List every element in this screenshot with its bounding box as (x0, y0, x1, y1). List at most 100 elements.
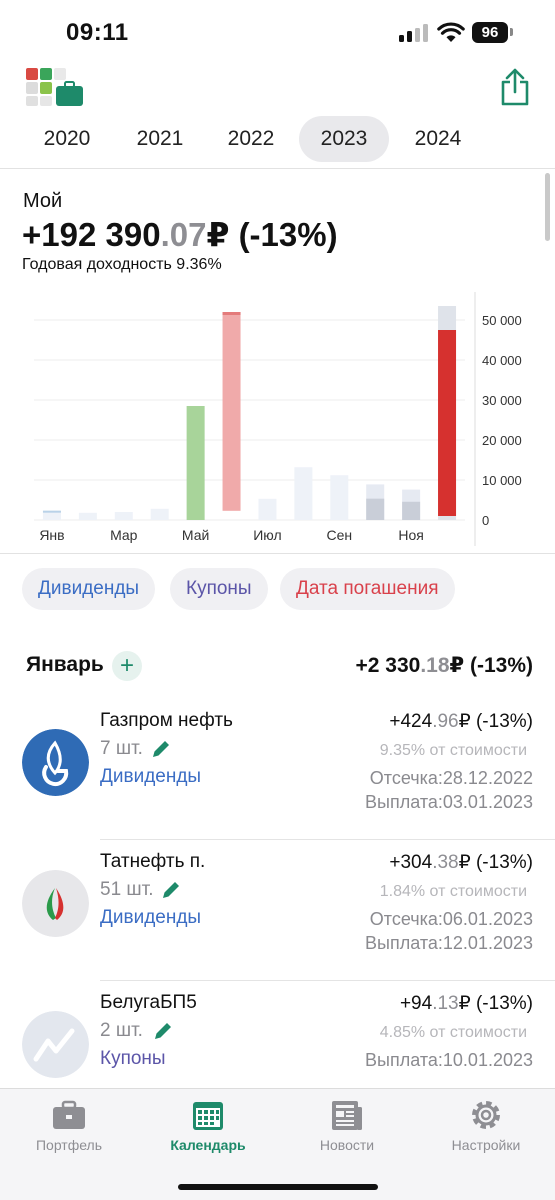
bar-Фев[interactable] (78, 512, 97, 520)
payment-date: Выплата:03.01.2023 (365, 792, 533, 812)
portfolio-total-decimals: .07 (160, 216, 207, 253)
security-quantity: 7 шт. (100, 738, 143, 759)
bond-chart-logo-icon (22, 1011, 89, 1078)
payment-amount: +424.96₽ (-13%) (389, 710, 533, 733)
home-indicator (178, 1184, 378, 1190)
x-tick-label: Янв (39, 527, 64, 543)
bottom-tab-bar: Портфель Календарь Новости (0, 1088, 555, 1200)
tab-year-2024[interactable]: 2024 (414, 127, 462, 150)
payment-amount-decimals: .13 (432, 993, 459, 1014)
x-tick-label: Июл (253, 527, 281, 543)
status-time: 09:11 (66, 19, 129, 46)
payment-amount: +94.13₽ (-13%) (400, 992, 533, 1015)
bar-Янв[interactable] (42, 510, 61, 520)
payment-amount-integer: +94 (399, 993, 433, 1014)
tab-year-2022[interactable]: 2022 (227, 127, 275, 150)
tab-news[interactable]: Новости (278, 1089, 416, 1169)
payment-item-tatneft[interactable]: Татнефть п. 51 шт. Дивиденды +304.38₽ (-… (0, 841, 555, 981)
record-date: Отсечка:28.12.2022 (369, 768, 533, 788)
y-tick-label: 40 000 (482, 353, 522, 368)
bar-Авг[interactable] (294, 467, 313, 520)
tab-label: Календарь (170, 1137, 246, 1153)
payment-amount-integer: +424 (389, 711, 433, 732)
security-name: Татнефть п. (100, 851, 206, 872)
tab-label: Настройки (451, 1137, 521, 1153)
payment-amount-suffix: ₽ (-13%) (458, 711, 533, 732)
bar-Июл[interactable] (258, 498, 277, 520)
share-button[interactable] (499, 67, 531, 107)
bar-inner-Ноя (402, 501, 421, 520)
edit-quantity-icon[interactable] (152, 1020, 174, 1042)
payment-type-link[interactable]: Купоны (100, 1048, 166, 1069)
portfolio-name: Мой (23, 190, 63, 212)
add-payment-button[interactable]: + (112, 651, 142, 681)
bar-cap-Янв (42, 510, 61, 513)
x-tick-label: Ноя (398, 527, 423, 543)
header-divider (0, 168, 555, 169)
item-divider (100, 980, 555, 981)
bar-cap-Июн (222, 312, 241, 315)
filter-coupons-chip[interactable]: Купоны (170, 568, 268, 610)
security-quantity: 51 шт. (100, 879, 154, 900)
gazprom-neft-logo-icon (22, 729, 89, 796)
y-tick-label: 50 000 (482, 313, 522, 328)
payment-amount-decimals: .38 (432, 852, 459, 873)
portfolio-total: +192 390.07₽ (-13%) (22, 215, 338, 254)
scrollbar[interactable] (545, 173, 550, 241)
x-tick-label: Сен (326, 527, 352, 543)
month-total: +2 330.18₽ (-13%) (356, 653, 534, 678)
gear-icon (472, 1101, 500, 1129)
tab-label: Новости (319, 1137, 375, 1153)
bar-Мар[interactable] (114, 512, 133, 520)
bar-inner-Окт (366, 498, 385, 520)
y-tick-label: 0 (482, 513, 489, 528)
payment-amount-suffix: ₽ (-13%) (458, 993, 533, 1014)
tab-year-2020[interactable]: 2020 (43, 127, 91, 150)
bar-Май[interactable] (186, 406, 205, 520)
month-total-integer: +2 330 (355, 654, 421, 677)
payment-date: Выплата:10.01.2023 (365, 1050, 533, 1070)
tab-settings[interactable]: Настройки (417, 1089, 555, 1169)
y-tick-label: 20 000 (482, 433, 522, 448)
bar-Дек[interactable] (438, 330, 457, 516)
edit-quantity-icon[interactable] (150, 738, 172, 760)
payment-share: 4.85% от стоимости (379, 1024, 527, 1041)
tab-portfolio[interactable]: Портфель (0, 1089, 138, 1169)
payment-type-link[interactable]: Дивиденды (100, 907, 202, 928)
chart-divider (0, 553, 555, 554)
bar-Сен[interactable] (330, 475, 349, 520)
payment-date: Выплата:12.01.2023 (365, 933, 533, 953)
tab-year-2023[interactable]: 2023 (299, 116, 389, 162)
payments-bar-chart[interactable]: 0 10 000 20 000 30 000 40 000 50 000 Янв Мар Май… (0, 288, 555, 550)
payment-type-link[interactable]: Дивиденды (100, 766, 202, 787)
wifi-icon (437, 22, 465, 42)
edit-quantity-icon[interactable] (160, 879, 182, 901)
payment-item-beluga-bp5[interactable]: БелугаБП5 2 шт. Купоны +94.13₽ (-13%) 4.… (0, 982, 555, 1088)
tab-calendar[interactable]: Календарь (139, 1089, 277, 1169)
battery-tip (510, 28, 513, 36)
y-tick-label: 10 000 (482, 473, 522, 488)
cellular-signal-icon (399, 24, 429, 42)
tab-year-2021[interactable]: 2021 (136, 127, 184, 150)
portfolio-total-integer: +192 390 (22, 216, 161, 253)
month-title: Январь (26, 653, 104, 676)
x-tick-label: Май (182, 527, 209, 543)
calendar-icon (193, 1102, 223, 1130)
bar-Апр[interactable] (150, 508, 169, 520)
payment-amount-suffix: ₽ (-13%) (458, 852, 533, 873)
tab-label: Портфель (35, 1137, 103, 1153)
item-divider (100, 839, 555, 840)
x-tick-label: Мар (110, 527, 138, 543)
payment-item-gazprom-neft[interactable]: Газпром нефть 7 шт. Дивиденды +424.96₽ (… (0, 700, 555, 840)
payment-amount-decimals: .96 (432, 711, 459, 732)
bar-Июн[interactable] (222, 312, 241, 511)
tatneft-logo-icon (22, 870, 89, 937)
filter-maturity-chip[interactable]: Дата погашения (280, 568, 455, 610)
month-total-decimals: .18 (420, 654, 450, 677)
portfolio-total-suffix: ₽ (-13%) (206, 216, 338, 253)
battery-indicator: 96 (472, 22, 508, 43)
year-tabs: 2020 2021 2022 2023 2024 (0, 116, 555, 164)
briefcase-icon (53, 1100, 85, 1129)
filter-dividends-chip[interactable]: Дивиденды (22, 568, 156, 610)
month-total-suffix: ₽ (-13%) (449, 654, 533, 677)
